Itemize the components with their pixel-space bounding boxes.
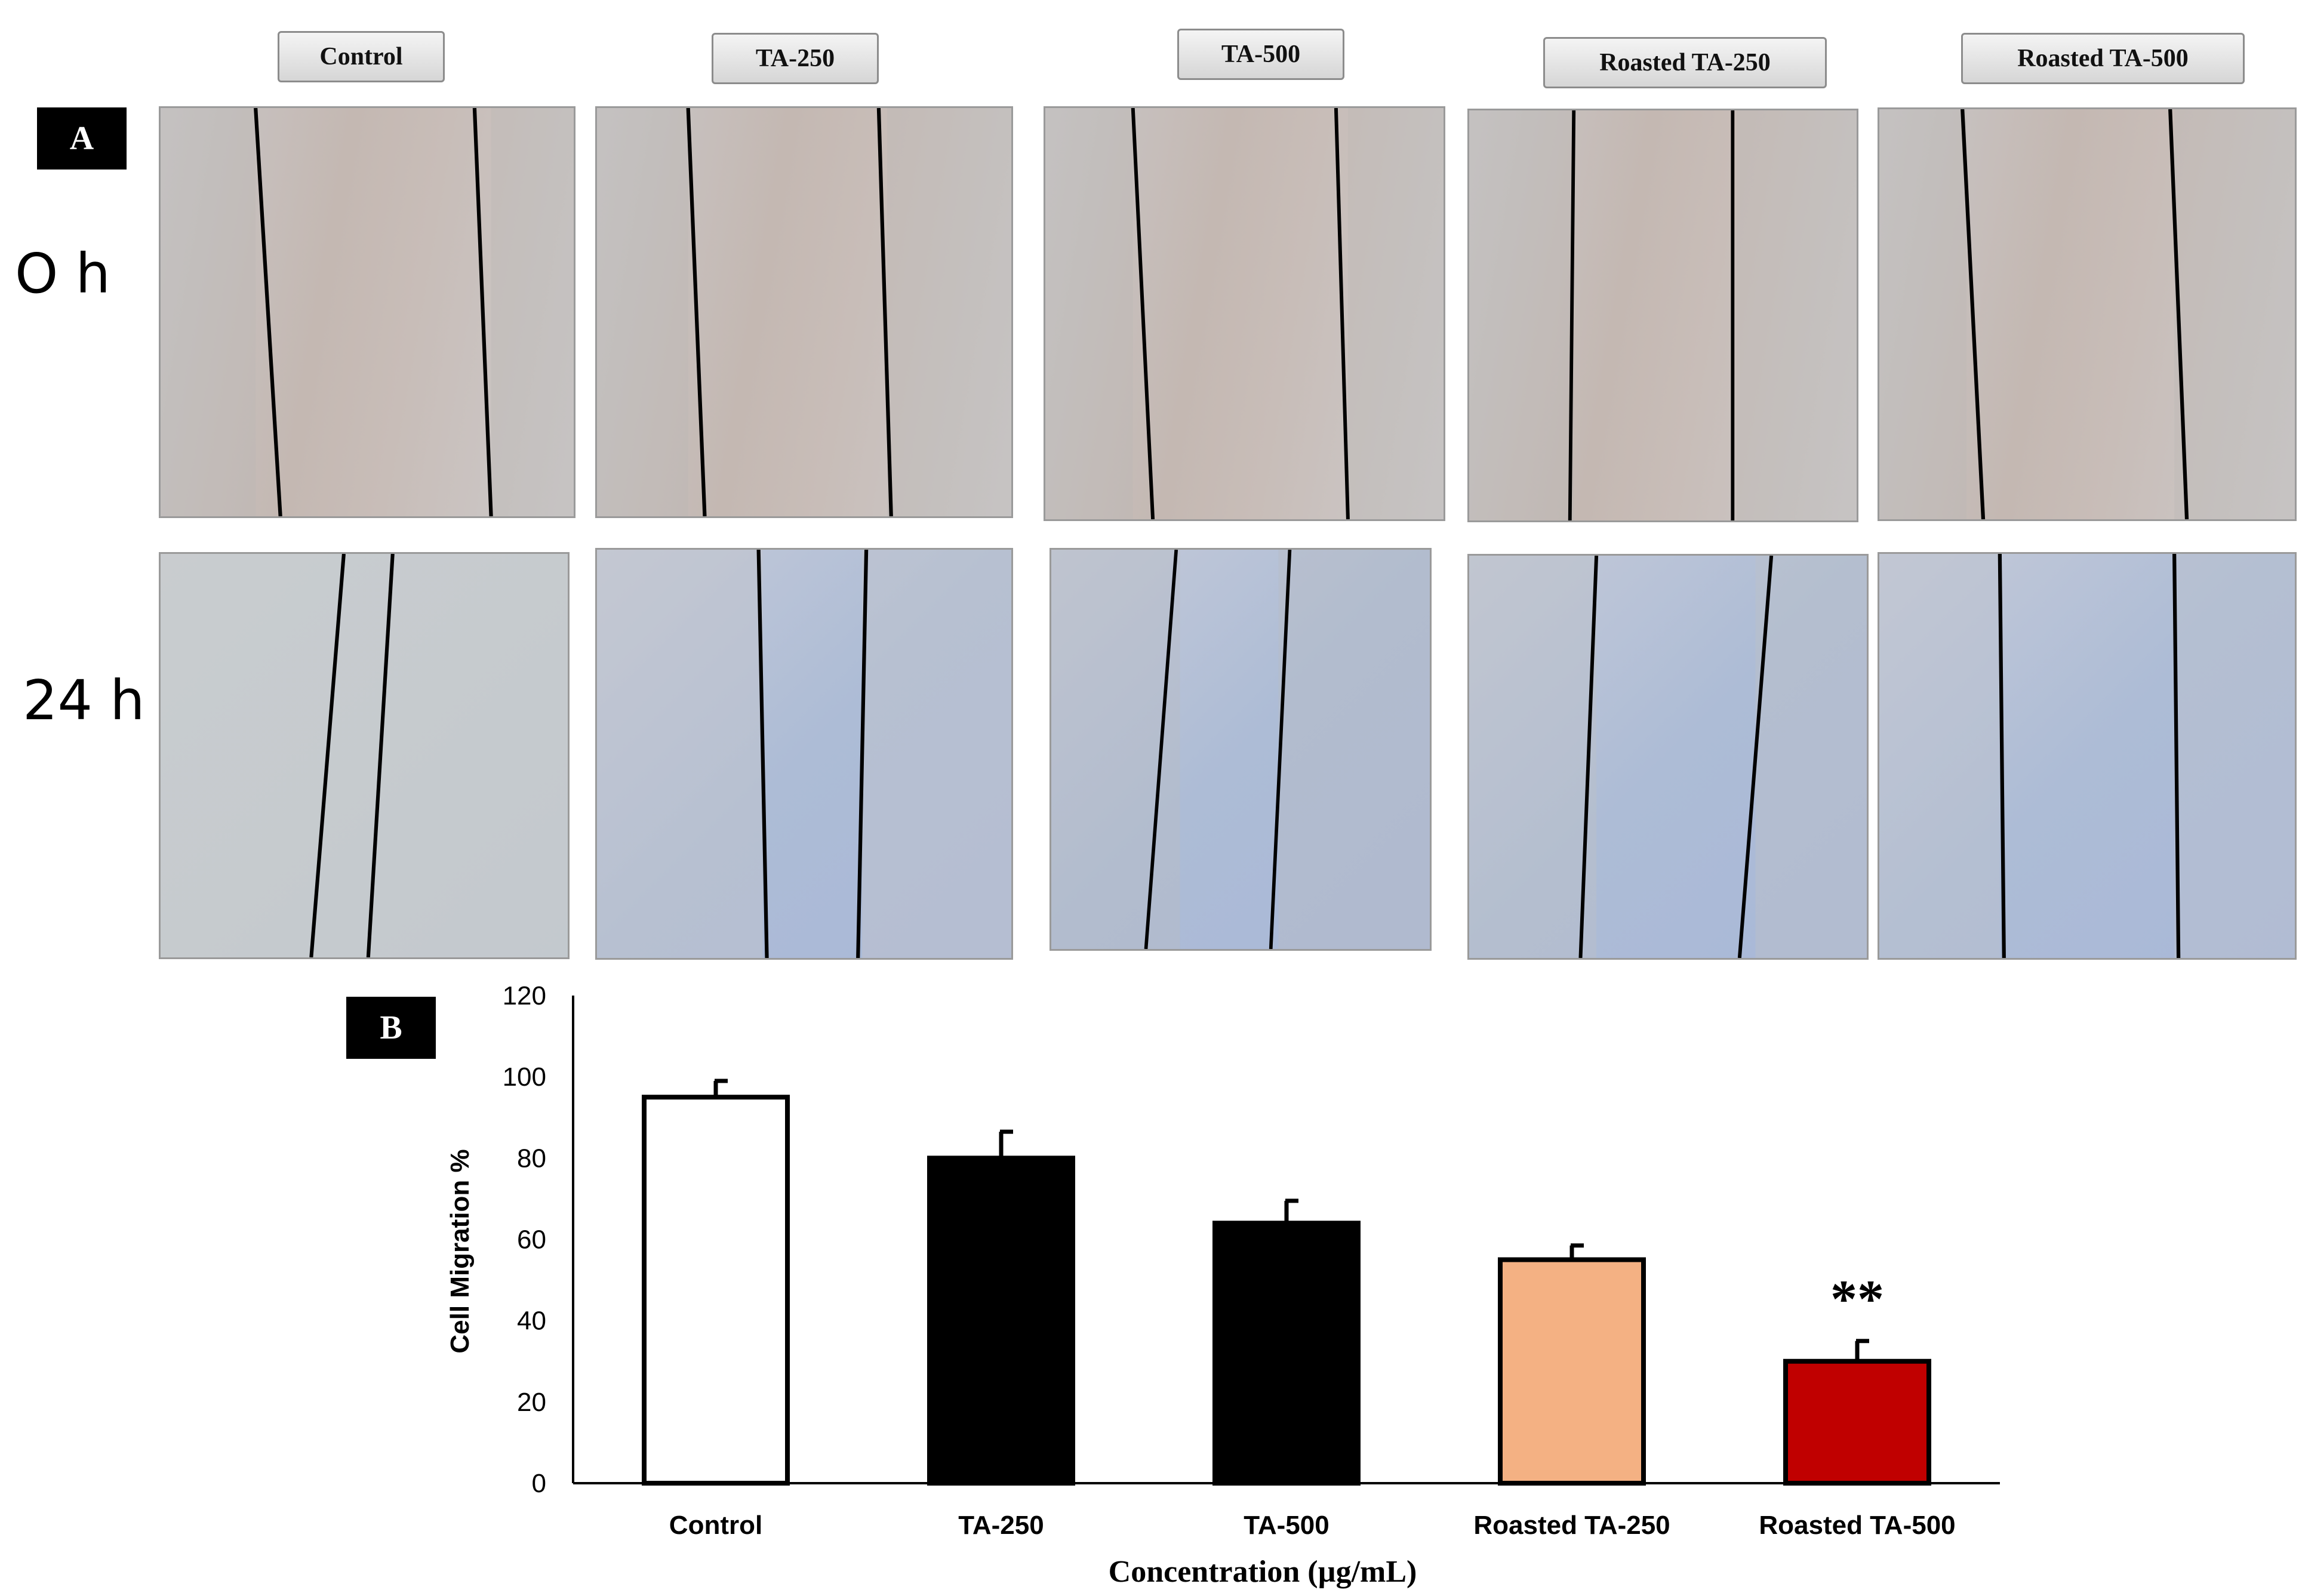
y-tick-label: 120: [503, 981, 546, 1010]
significance-annotation: **: [1830, 1270, 1884, 1329]
column-header-roasted-ta-250: Roasted TA-250: [1543, 37, 1827, 88]
bar-series: **: [642, 1079, 1931, 1486]
panel-label-a: A: [37, 107, 127, 170]
bar-roasted-ta-250: [1498, 1257, 1646, 1486]
micrograph-control-0h: [159, 106, 575, 518]
y-tick-label: 40: [517, 1307, 546, 1336]
column-header-control: Control: [278, 31, 445, 82]
row-label-24h: 24 h: [23, 668, 145, 732]
y-tick-label: 60: [517, 1225, 546, 1255]
row-label-0h: O h: [15, 242, 110, 306]
y-axis-label: Cell Migration %: [445, 1149, 475, 1353]
column-header-ta-250: TA-250: [712, 33, 879, 84]
micrograph-ta-250-24h: [595, 548, 1013, 960]
column-header-roasted-ta-500: Roasted TA-500: [1961, 33, 2245, 84]
x-tick-label: Control: [669, 1511, 762, 1540]
bar-ta-500: [1212, 1221, 1361, 1486]
micrograph-ta-500-0h: [1044, 106, 1445, 521]
x-tick-label: TA-500: [1244, 1511, 1329, 1540]
y-tick-label: 20: [517, 1388, 546, 1417]
y-tick-label: 100: [503, 1062, 546, 1092]
micrograph-roasted-ta-250-24h: [1467, 554, 1869, 960]
column-header-ta-500: TA-500: [1177, 29, 1344, 80]
x-tick-labels: Control TA-250 TA-500 Roasted TA-250 Roasted…: [669, 1511, 1956, 1540]
bar-control: [642, 1095, 790, 1486]
micrograph-control-24h: [159, 552, 570, 959]
micrograph-ta-500-24h: [1050, 548, 1432, 951]
bar-roasted-ta-500: [1783, 1358, 1931, 1486]
bar-ta-250: [927, 1156, 1075, 1486]
micrograph-roasted-ta-500-0h: [1878, 107, 2297, 521]
x-axis-label: Concentration (µg/mL): [1109, 1555, 1417, 1589]
panel-label-b: B: [346, 997, 436, 1059]
micrograph-roasted-ta-500-24h: [1878, 552, 2297, 960]
y-tick-labels: 0 20 40 60 80 100 120: [503, 981, 546, 1498]
y-tick-label: 0: [532, 1469, 546, 1498]
micrograph-ta-250-0h: [595, 106, 1013, 518]
y-tick-label: 80: [517, 1144, 546, 1173]
x-tick-label: TA-250: [958, 1511, 1044, 1540]
x-tick-label: Roasted TA-250: [1473, 1511, 1670, 1540]
micrograph-roasted-ta-250-0h: [1467, 109, 1858, 522]
x-tick-label: Roasted TA-500: [1759, 1511, 1955, 1540]
